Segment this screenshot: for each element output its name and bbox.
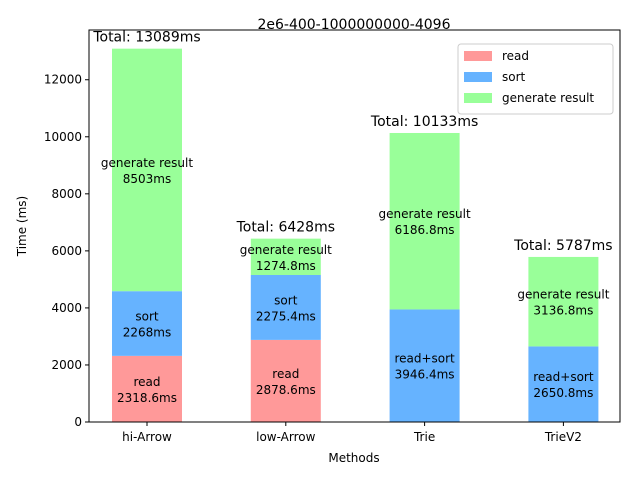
x-tick-label: TrieV2	[544, 430, 582, 444]
y-axis: 0 2000 4000 6000 8000 10000 12000	[44, 73, 89, 429]
y-tick-label: 8000	[51, 187, 82, 201]
y-tick-label: 6000	[51, 244, 82, 258]
segment-label-name: read+sort	[533, 370, 594, 384]
legend-swatch-generate-result	[464, 93, 492, 103]
segment-label-value: 6186.8ms	[395, 223, 455, 237]
bar-low-Arrow-sort	[250, 275, 321, 340]
legend-entry: generate result	[502, 91, 594, 105]
legend-swatch-sort	[464, 72, 492, 82]
segment-label-name: sort	[274, 293, 298, 307]
bar-low-Arrow-generate-result	[250, 238, 321, 275]
bar-TrieV2-generate-result	[528, 256, 599, 347]
total-label: Total: 6428ms	[236, 220, 335, 236]
x-tick-label: hi-Arrow	[122, 430, 172, 444]
legend-entry: read	[502, 49, 529, 63]
total-labels-group: Total: 13089ms Total: 6428ms Total: 10133m…	[92, 30, 612, 254]
x-axis-label: Methods	[328, 451, 379, 465]
bar-low-Arrow-read	[250, 339, 321, 422]
segment-label-name: generate result	[240, 243, 332, 257]
bar-TrieV2-sort	[528, 346, 599, 422]
bar-hi-Arrow-sort	[112, 291, 182, 356]
legend-swatch-read	[464, 51, 492, 61]
segment-label-value: 2650.8ms	[533, 386, 593, 400]
segment-label-value: 3946.4ms	[395, 368, 455, 382]
total-label: Total: 5787ms	[513, 238, 612, 254]
segment-label-name: sort	[135, 310, 159, 324]
segment-label-value: 2878.6ms	[256, 383, 316, 397]
legend-entry: sort	[502, 70, 526, 84]
total-label: Total: 13089ms	[92, 30, 200, 46]
segment-label-name: read+sort	[394, 352, 455, 366]
segment-label-name: generate result	[101, 156, 193, 170]
segment-label-value: 1274.8ms	[256, 259, 316, 273]
bar-hi-Arrow-generate-result	[112, 48, 182, 292]
segment-label-value: 3136.8ms	[533, 304, 593, 318]
y-tick-label: 10000	[44, 130, 82, 144]
segment-label-value: 8503ms	[123, 172, 171, 186]
segment-label-value: 2275.4ms	[256, 309, 316, 323]
x-tick-label: low-Arrow	[256, 430, 316, 444]
bar-hi-Arrow-read	[112, 355, 182, 422]
segment-labels-group: read 2318.6ms sort 2268ms generate result 850…	[101, 156, 610, 405]
y-axis-label: Time (ms)	[15, 196, 29, 258]
x-axis: hi-Arrow low-Arrow Trie TrieV2	[122, 422, 582, 444]
y-tick-label: 2000	[51, 358, 82, 372]
chart-title: 2e6-400-1000000000-4096	[257, 17, 450, 33]
x-tick-label: Trie	[413, 430, 435, 444]
segment-label-value: 2318.6ms	[117, 391, 177, 405]
segment-label-name: generate result	[517, 288, 609, 302]
segment-label-name: generate result	[379, 207, 471, 221]
total-label: Total: 10133ms	[370, 114, 478, 130]
segment-label-name: read	[133, 375, 160, 389]
bars-group	[112, 48, 599, 422]
segment-label-name: read	[272, 367, 299, 381]
y-tick-label: 4000	[51, 301, 82, 315]
segment-label-value: 2268ms	[123, 326, 171, 340]
plot-frame	[88, 29, 621, 423]
y-tick-label: 0	[74, 415, 82, 429]
y-tick-label: 12000	[44, 73, 82, 87]
legend: read sort generate result	[457, 43, 614, 115]
bar-Trie-sort	[389, 309, 460, 422]
bar-Trie-generate-result	[389, 132, 460, 310]
legend-frame	[457, 43, 614, 115]
